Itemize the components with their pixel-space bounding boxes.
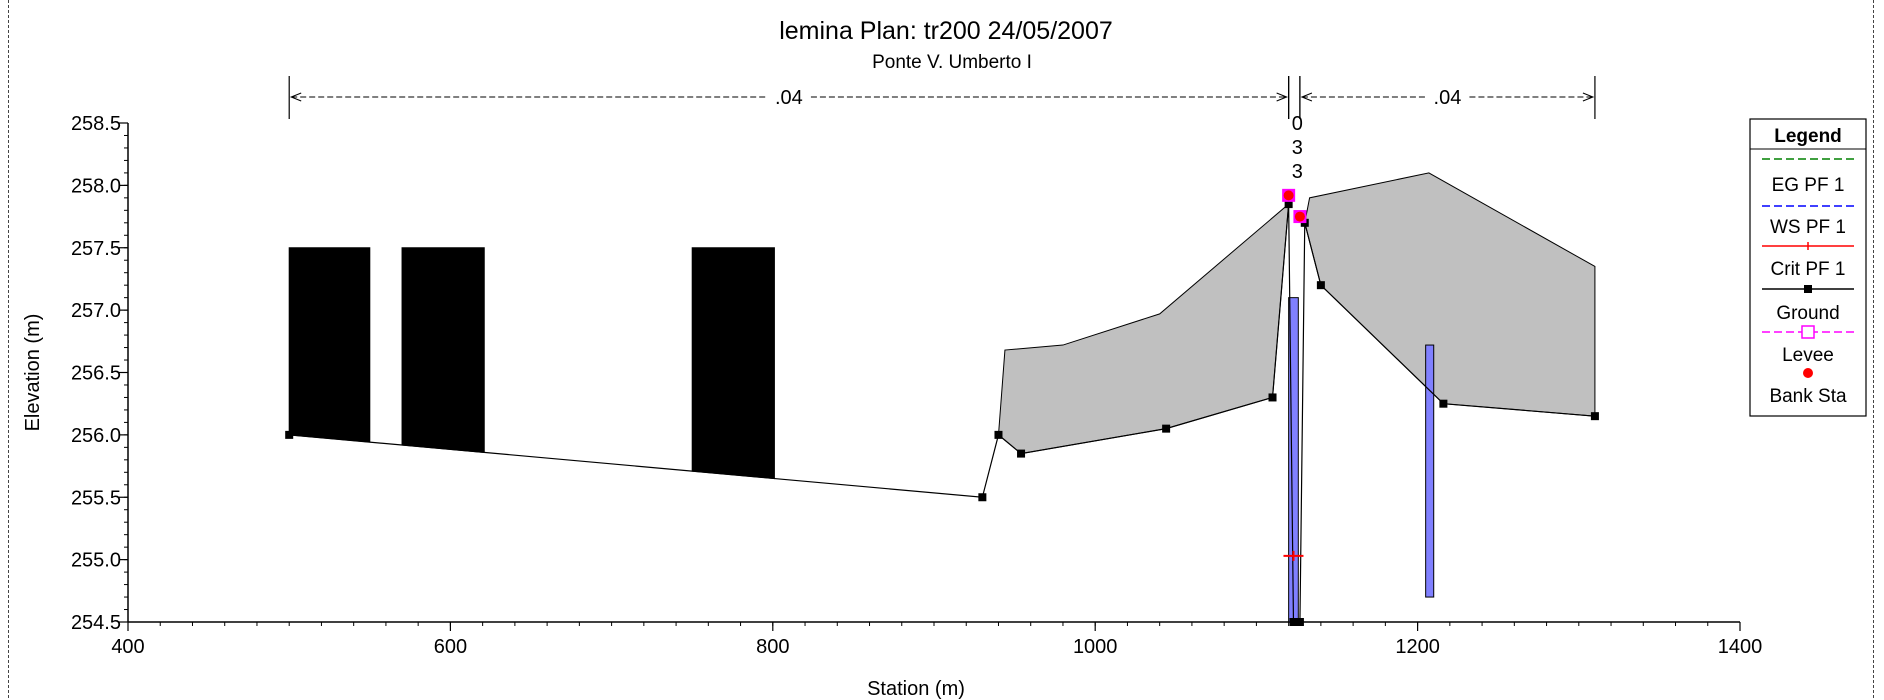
ground-point [994,430,1003,439]
x-tick-label: 600 [434,636,467,658]
legend-symbol-levee [1801,325,1815,339]
manning-arrow [289,92,302,102]
manning-arrow [1582,92,1595,102]
bridge-deck [997,202,1290,455]
chart-frame [8,0,1874,698]
ground-point [1289,618,1298,626]
x-tick-label: 400 [111,636,144,658]
legend-symbol-bank-sta [1803,368,1813,378]
x-tick-label: 1200 [1395,636,1440,658]
legend-entry-label: WS PF 1 [1770,217,1846,238]
chart-title: lemina Plan: tr200 24/05/2007 [779,17,1113,45]
bank-station-marker [1294,211,1305,222]
ground-point [1590,412,1599,421]
bank-station-marker [1283,190,1294,201]
legend-title: Legend [1774,126,1842,147]
x-tick-label: 800 [756,636,789,658]
chart-subtitle: Ponte V. Umberto I [872,52,1032,73]
legend-box [1749,118,1867,417]
manning-n-label: .04 [775,87,803,109]
x-tick-label: 1000 [1073,636,1118,658]
ground-point [1268,393,1277,402]
manning-n-label: 3 [1292,137,1303,159]
ground-point [1162,424,1171,433]
ground-point [978,493,987,502]
legend-entry-label: Levee [1782,345,1834,366]
ground-point [1284,200,1293,209]
manning-arrow [1300,92,1313,102]
y-tick-label: 256.5 [71,363,121,385]
manning-arrow [1276,92,1288,102]
y-tick-label: 256.0 [71,425,121,447]
ineffective-block [288,247,371,443]
ground-point [1017,449,1026,458]
y-tick-label: 257.0 [71,300,121,322]
ineffective-block [691,247,775,480]
manning-n-label: .04 [1434,87,1462,109]
y-tick-label: 258.5 [71,113,121,135]
ineffective-block [401,247,485,453]
legend-entry-label: Ground [1776,303,1839,324]
pier [1425,344,1435,598]
ground-point [1316,281,1325,290]
y-tick-label: 257.5 [71,238,121,260]
x-tick-label: 1400 [1718,636,1763,658]
legend-entry-label: Bank Sta [1769,386,1847,407]
y-tick-label: 255.0 [71,550,121,572]
manning-n-label: 0 [1292,113,1303,135]
legend-entry-label: EG PF 1 [1772,175,1845,196]
ground-point [285,430,294,439]
x-axis-label: Station (m) [867,678,965,700]
y-tick-label: 255.5 [71,487,121,509]
y-axis-label: Elevation (m) [22,314,44,432]
bridge-deck [1304,172,1596,417]
manning-n-label: 3 [1292,161,1303,183]
ground-point [1295,618,1304,626]
legend-symbol-ground [1804,285,1812,293]
y-tick-label: 254.5 [71,612,121,634]
ground-point [1439,399,1448,408]
y-tick-label: 258.0 [71,175,121,197]
legend-entry-label: Crit PF 1 [1771,259,1846,280]
